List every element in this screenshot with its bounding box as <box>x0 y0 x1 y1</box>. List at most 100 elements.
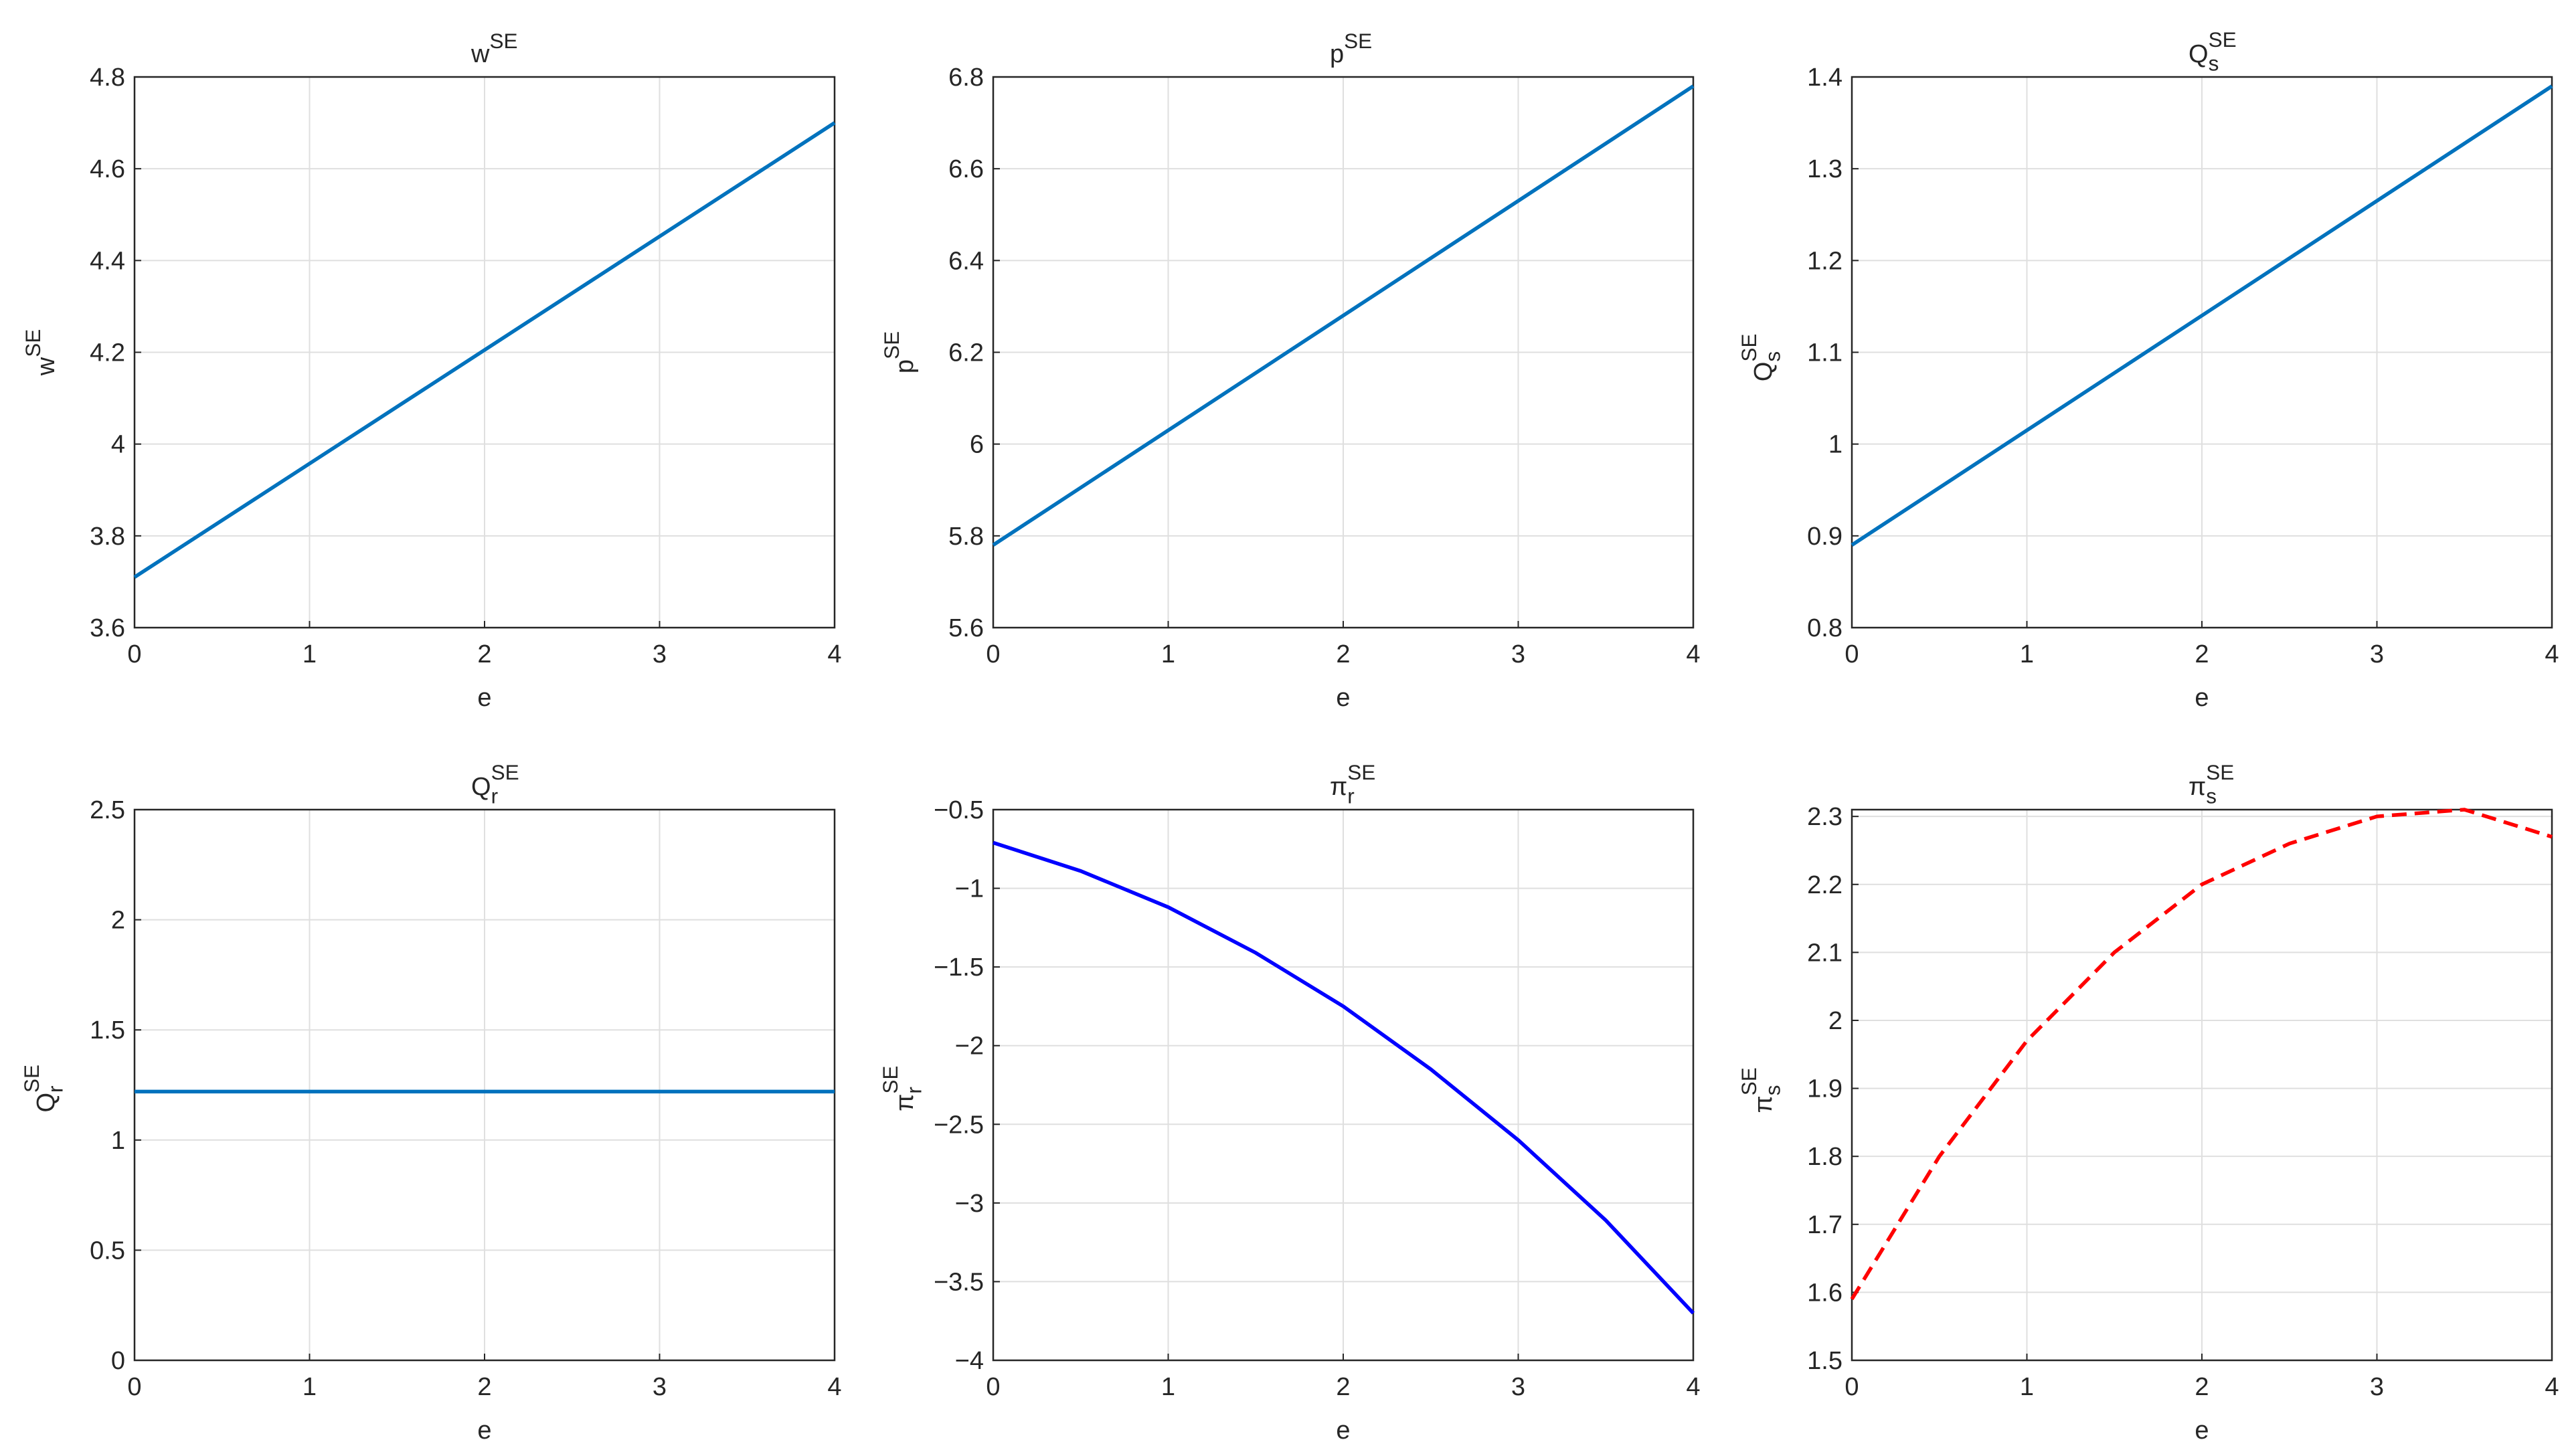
data-line <box>993 840 1695 1315</box>
x-tick-label: 0 <box>127 1373 141 1401</box>
y-tick-label: 1 <box>1828 431 1843 459</box>
y-tick-label: 1.3 <box>1807 155 1843 183</box>
y-tick-label: −1 <box>955 875 984 903</box>
axes-box <box>1851 76 2553 629</box>
subplot: 0 1 2 3 4 5.6 5.8 6 6.2 6.4 6.6 6.8 pSE e pSE <box>879 29 1701 712</box>
y-tick-label: 2.5 <box>90 796 125 824</box>
data-line <box>1850 808 2553 1300</box>
y-tick-label: 1.8 <box>1807 1143 1843 1171</box>
x-tick-label: 2 <box>2195 1373 2209 1401</box>
x-tick-label: 2 <box>1336 1373 1350 1401</box>
y-tick-label: 6.2 <box>948 339 984 367</box>
subplot-title: πrSE <box>1330 760 1375 808</box>
x-tick-label: 4 <box>1686 640 1700 668</box>
x-axis-label: e <box>2195 684 2209 712</box>
y-tick-label: 1.7 <box>1807 1211 1843 1239</box>
y-tick-label: 1.9 <box>1807 1075 1843 1103</box>
axes-box <box>992 76 1695 629</box>
y-tick-label: 2 <box>111 907 125 935</box>
x-tick-label: 2 <box>477 640 491 668</box>
y-tick-label: 3.6 <box>90 614 125 642</box>
x-axis-label: e <box>2195 1417 2209 1445</box>
x-tick-label: 4 <box>827 1373 841 1401</box>
y-tick-label: 0.9 <box>1807 523 1843 551</box>
subplot-title: pSE <box>1330 29 1372 68</box>
data-line <box>133 121 836 579</box>
y-tick-label: 6.8 <box>948 64 984 92</box>
y-axis-label: QrSE <box>19 1065 68 1113</box>
x-tick-label: 0 <box>1845 1373 1859 1401</box>
y-axis-label: QsSE <box>1737 334 1785 382</box>
x-tick-label: 3 <box>2370 1373 2384 1401</box>
x-tick-label: 3 <box>2370 640 2384 668</box>
y-tick-label: 5.6 <box>948 614 984 642</box>
x-tick-label: 3 <box>653 1373 667 1401</box>
x-tick-label: 0 <box>127 640 141 668</box>
x-tick-label: 1 <box>2020 640 2034 668</box>
y-tick-label: 4.8 <box>90 64 125 92</box>
x-tick-label: 3 <box>1511 640 1525 668</box>
data-line <box>1851 84 2553 547</box>
y-tick-label: 4.2 <box>90 339 125 367</box>
y-tick-label: 2 <box>1828 1007 1843 1035</box>
subplot-title: QrSE <box>471 760 519 808</box>
y-tick-label: 1 <box>111 1127 125 1155</box>
x-tick-label: 3 <box>1511 1373 1525 1401</box>
y-tick-label: −2.5 <box>934 1111 984 1139</box>
subplot: 0 1 2 3 4 −4 −3.5 −3 −2.5 −2 −1.5 −1 −0.5 πrSE e πrSE <box>878 760 1701 1445</box>
data-line <box>992 84 1695 547</box>
x-tick-label: 4 <box>2545 1373 2559 1401</box>
y-tick-label: 4.4 <box>90 247 125 275</box>
x-tick-label: 1 <box>1161 1373 1175 1401</box>
x-tick-label: 4 <box>827 640 841 668</box>
axes-box <box>133 76 836 629</box>
x-axis-label: e <box>477 684 491 712</box>
y-tick-label: 1.5 <box>90 1016 125 1044</box>
x-tick-label: 2 <box>2195 640 2209 668</box>
x-tick-label: 0 <box>1845 640 1859 668</box>
y-tick-label: 4.6 <box>90 155 125 183</box>
y-tick-label: −3.5 <box>934 1268 984 1296</box>
y-tick-label: −3 <box>955 1190 984 1218</box>
y-tick-label: 1.5 <box>1807 1347 1843 1375</box>
x-tick-label: 3 <box>653 640 667 668</box>
y-tick-label: 1.1 <box>1807 339 1843 367</box>
y-tick-label: 5.8 <box>948 523 984 551</box>
y-tick-label: 2.1 <box>1807 939 1843 967</box>
y-tick-label: 3.8 <box>90 523 125 551</box>
x-tick-label: 1 <box>1161 640 1175 668</box>
subplot: 0 1 2 3 4 0 0.5 1 1.5 2 2.5 QrSE e QrSE <box>19 760 842 1445</box>
axes-box <box>1851 808 2553 1362</box>
x-axis-label: e <box>1336 1417 1350 1445</box>
y-tick-label: 1.6 <box>1807 1279 1843 1307</box>
y-tick-label: 2.3 <box>1807 803 1843 831</box>
subplot-title: wSE <box>470 29 517 68</box>
subplot-title: QsSE <box>2189 27 2237 76</box>
y-tick-label: 1.4 <box>1807 64 1843 92</box>
y-tick-label: 0.8 <box>1807 614 1843 642</box>
y-axis-label: pSE <box>879 331 919 373</box>
x-tick-label: 1 <box>2020 1373 2034 1401</box>
y-tick-label: 6.4 <box>948 247 984 275</box>
subplot: 0 1 2 3 4 1.5 1.6 1.7 1.8 1.9 2 2.1 2.2 2.3 πsSE e πsSE <box>1737 760 2559 1445</box>
x-tick-label: 2 <box>1336 640 1350 668</box>
y-tick-label: 0 <box>111 1347 125 1375</box>
subplot: 0 1 2 3 4 0.8 0.9 1 1.1 1.2 1.3 1.4 QsSE e QsSE <box>1737 27 2559 712</box>
y-tick-label: −0.5 <box>934 796 984 824</box>
y-tick-label: −2 <box>955 1032 984 1061</box>
axes-box <box>133 808 836 1362</box>
x-tick-label: 0 <box>986 640 1000 668</box>
y-tick-label: 1.2 <box>1807 247 1843 275</box>
y-tick-label: −4 <box>955 1347 984 1375</box>
x-tick-label: 1 <box>303 640 317 668</box>
y-tick-label: 2.2 <box>1807 871 1843 899</box>
y-tick-label: 6.6 <box>948 155 984 183</box>
axes-box <box>992 808 1695 1362</box>
subplot-title: πsSE <box>2189 760 2234 808</box>
y-tick-label: 6 <box>970 431 984 459</box>
y-axis-label: wSE <box>21 329 60 376</box>
y-tick-label: 0.5 <box>90 1237 125 1265</box>
y-tick-label: 4 <box>111 431 125 459</box>
x-tick-label: 4 <box>2545 640 2559 668</box>
